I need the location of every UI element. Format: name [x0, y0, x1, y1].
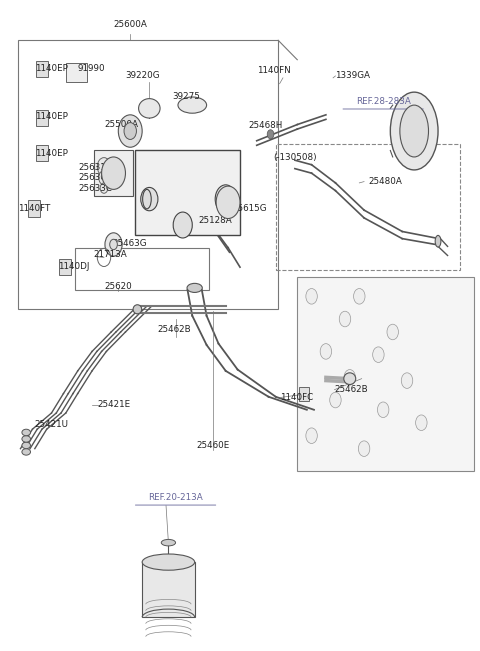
Bar: [36, 145, 48, 161]
Text: 39275: 39275: [173, 92, 201, 100]
Text: 25462B: 25462B: [158, 325, 192, 334]
Circle shape: [97, 158, 111, 176]
Bar: [142, 562, 195, 617]
Text: 25468H: 25468H: [249, 120, 283, 130]
Circle shape: [100, 183, 108, 193]
Circle shape: [267, 130, 274, 139]
Text: 25615G: 25615G: [232, 204, 267, 214]
Text: 1140EP: 1140EP: [35, 148, 68, 158]
Text: 91990: 91990: [78, 64, 106, 74]
Text: 25128A: 25128A: [198, 216, 232, 225]
Text: REF.20-213A: REF.20-213A: [148, 493, 203, 503]
Circle shape: [344, 370, 356, 385]
Text: 25421E: 25421E: [98, 400, 131, 409]
Text: 25630: 25630: [79, 173, 107, 182]
Ellipse shape: [400, 105, 429, 157]
Circle shape: [110, 240, 117, 249]
Circle shape: [339, 311, 351, 327]
Text: 1339GA: 1339GA: [336, 71, 371, 80]
Bar: [36, 109, 48, 126]
Bar: [297, 277, 474, 471]
Circle shape: [99, 171, 109, 185]
Bar: [75, 248, 209, 290]
Bar: [28, 201, 39, 217]
Text: 21713A: 21713A: [94, 251, 127, 259]
Bar: [36, 61, 48, 77]
Circle shape: [377, 402, 389, 417]
Ellipse shape: [187, 283, 202, 292]
Text: 1140FN: 1140FN: [257, 66, 290, 75]
Text: 25421U: 25421U: [35, 419, 69, 428]
Ellipse shape: [139, 98, 160, 118]
Text: 25500A: 25500A: [105, 120, 139, 129]
Ellipse shape: [22, 436, 31, 442]
Ellipse shape: [133, 305, 142, 314]
Text: 25620: 25620: [105, 282, 132, 291]
Bar: [59, 258, 71, 275]
Ellipse shape: [161, 540, 176, 546]
Circle shape: [118, 115, 142, 147]
Ellipse shape: [390, 92, 438, 170]
Circle shape: [173, 212, 192, 238]
Circle shape: [359, 441, 370, 456]
Text: REF.28-283A: REF.28-283A: [356, 98, 410, 106]
Text: 25600A: 25600A: [113, 20, 147, 29]
Ellipse shape: [142, 554, 195, 570]
Text: 1140EP: 1140EP: [35, 64, 68, 74]
Ellipse shape: [22, 449, 31, 455]
Text: 1140FT: 1140FT: [18, 204, 50, 213]
Ellipse shape: [224, 188, 232, 209]
Text: 1140DJ: 1140DJ: [58, 262, 89, 271]
Circle shape: [306, 428, 317, 443]
Bar: [299, 387, 309, 402]
Text: (-130508): (-130508): [273, 153, 317, 162]
Circle shape: [306, 288, 317, 304]
Circle shape: [320, 344, 332, 359]
Bar: [66, 63, 87, 83]
Bar: [276, 144, 459, 270]
Circle shape: [401, 373, 413, 389]
Text: 25460E: 25460E: [196, 441, 229, 450]
Ellipse shape: [344, 373, 356, 385]
Text: 1140EP: 1140EP: [35, 112, 68, 121]
Circle shape: [372, 347, 384, 363]
Bar: [95, 150, 132, 196]
Text: 25462B: 25462B: [335, 385, 368, 394]
Text: 39220G: 39220G: [125, 72, 159, 81]
Circle shape: [330, 393, 341, 408]
Text: 1140FC: 1140FC: [280, 393, 313, 402]
Text: 25463G: 25463G: [113, 240, 147, 248]
Circle shape: [416, 415, 427, 430]
Circle shape: [354, 288, 365, 304]
Text: 25480A: 25480A: [369, 177, 403, 186]
Bar: [135, 150, 240, 235]
Circle shape: [141, 187, 158, 211]
Text: 25633C: 25633C: [79, 184, 113, 193]
Bar: [18, 40, 278, 309]
Circle shape: [387, 324, 398, 340]
Circle shape: [102, 157, 125, 189]
Circle shape: [124, 122, 136, 139]
Ellipse shape: [143, 189, 151, 209]
Circle shape: [216, 186, 240, 219]
Text: 25631B: 25631B: [79, 163, 112, 172]
Ellipse shape: [22, 429, 31, 436]
Ellipse shape: [435, 236, 441, 247]
Circle shape: [215, 185, 236, 214]
Ellipse shape: [178, 97, 206, 113]
Ellipse shape: [22, 442, 31, 449]
Circle shape: [105, 233, 122, 256]
